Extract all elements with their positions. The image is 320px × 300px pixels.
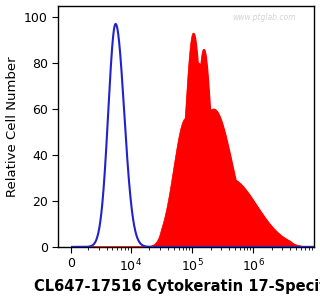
Y-axis label: Relative Cell Number: Relative Cell Number bbox=[5, 56, 19, 196]
X-axis label: CL647-17516 Cytokeratin 17-Specific: CL647-17516 Cytokeratin 17-Specific bbox=[34, 279, 320, 294]
Text: www.ptglab.com: www.ptglab.com bbox=[233, 13, 296, 22]
